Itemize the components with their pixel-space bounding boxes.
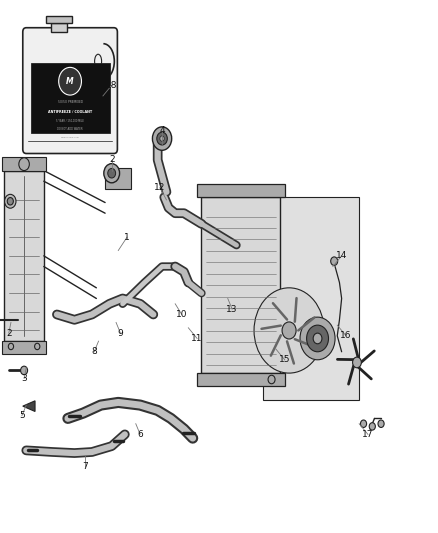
- Text: 14: 14: [336, 252, 347, 260]
- Text: DO NOT ADD WATER: DO NOT ADD WATER: [57, 127, 83, 131]
- Text: 15: 15: [279, 356, 290, 364]
- Circle shape: [300, 317, 335, 360]
- Bar: [105, 168, 131, 189]
- Circle shape: [35, 343, 40, 350]
- Text: 4: 4: [159, 126, 165, 135]
- Bar: [263, 197, 359, 400]
- Text: 18: 18: [106, 81, 117, 90]
- Circle shape: [268, 375, 275, 384]
- Text: 7: 7: [82, 462, 88, 471]
- Text: ANTIFREEZE / COOLANT: ANTIFREEZE / COOLANT: [48, 110, 92, 114]
- Circle shape: [254, 288, 324, 373]
- Circle shape: [19, 158, 29, 171]
- Text: www.mopar.com: www.mopar.com: [60, 137, 80, 138]
- Text: 5: 5: [19, 411, 25, 420]
- Text: 8: 8: [91, 348, 97, 356]
- Bar: [197, 373, 285, 386]
- Circle shape: [4, 195, 16, 208]
- Circle shape: [21, 366, 28, 375]
- Circle shape: [104, 164, 120, 183]
- Text: 11: 11: [191, 334, 203, 343]
- Text: 1: 1: [124, 233, 130, 241]
- Circle shape: [108, 168, 116, 178]
- Text: 2: 2: [109, 156, 114, 164]
- Bar: [197, 184, 285, 197]
- Text: 5 YEAR / 150,000 MILE: 5 YEAR / 150,000 MILE: [56, 119, 84, 123]
- Ellipse shape: [95, 54, 102, 68]
- Bar: [51, 22, 67, 32]
- Circle shape: [307, 325, 328, 352]
- Circle shape: [7, 198, 14, 205]
- Circle shape: [313, 333, 322, 344]
- Text: M: M: [66, 77, 74, 86]
- Text: 6: 6: [137, 430, 143, 439]
- Circle shape: [353, 357, 361, 368]
- Circle shape: [282, 322, 296, 339]
- Text: 3: 3: [21, 374, 27, 383]
- FancyBboxPatch shape: [31, 63, 110, 133]
- Circle shape: [369, 423, 375, 430]
- Bar: [2, 157, 46, 171]
- Text: 9: 9: [117, 329, 124, 337]
- Text: 13: 13: [226, 305, 238, 313]
- Text: 2: 2: [6, 329, 11, 337]
- Bar: [4, 171, 44, 341]
- Text: 50/50 PREMIXED: 50/50 PREMIXED: [57, 100, 83, 104]
- Circle shape: [157, 132, 167, 145]
- Circle shape: [8, 343, 14, 350]
- Text: 16: 16: [340, 332, 352, 340]
- Circle shape: [331, 257, 338, 265]
- Text: 10: 10: [176, 310, 187, 319]
- Bar: [201, 197, 280, 373]
- Circle shape: [360, 420, 367, 427]
- Circle shape: [152, 127, 172, 150]
- Text: 17: 17: [362, 430, 374, 439]
- Text: 12: 12: [154, 183, 166, 192]
- Circle shape: [160, 136, 164, 141]
- Polygon shape: [23, 401, 35, 411]
- Circle shape: [378, 420, 384, 427]
- Bar: [2, 341, 46, 354]
- Bar: [46, 15, 72, 22]
- Circle shape: [59, 67, 81, 95]
- FancyBboxPatch shape: [23, 28, 117, 154]
